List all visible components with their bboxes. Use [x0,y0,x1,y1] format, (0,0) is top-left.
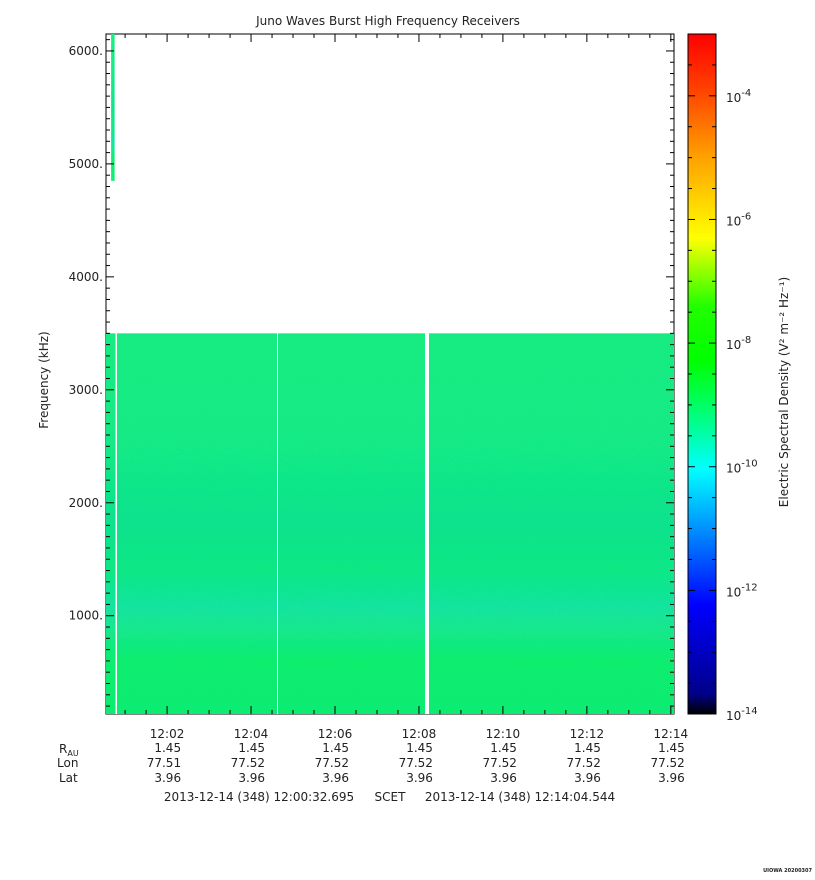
ephemeris-lon-value: 77.52 [650,756,684,770]
ephemeris-r-value: 1.45 [154,741,181,755]
colorbar-tick-label: 10-6 [726,211,751,228]
ephemeris-r-value: 1.45 [238,741,265,755]
time-range-end: 2013-12-14 (348) 12:14:04.544 [425,790,615,804]
y-tick-label: 3000. [69,383,103,397]
ephemeris-lon-value: 77.52 [483,756,517,770]
ephemeris-r-value: 1.45 [322,741,349,755]
colorbar-tick-label: 10-4 [726,88,751,105]
y-axis-label: Frequency (kHz) [37,331,51,428]
y-tick-label: 5000. [69,157,103,171]
colorbar-tick-label: 10-10 [726,459,758,476]
colorbar-tick-label: 10-14 [726,706,758,723]
ephemeris-lat-value: 3.96 [238,771,265,785]
ephemeris-lat-value: 3.96 [658,771,685,785]
ephemeris-r-value: 1.45 [490,741,517,755]
ephemeris-lat-value: 3.96 [574,771,601,785]
x-axis: 12:02 12:04 12:06 12:08 12:10 12:12 12:14 [124,34,689,741]
ephemeris-r-value: 1.45 [406,741,433,755]
ephemeris-lon-value: 77.52 [399,756,433,770]
y-tick-label: 1000. [69,609,103,623]
colorbar [687,33,717,715]
ephemeris-r-value: 1.45 [574,741,601,755]
colorbar-tick-label: 10-12 [726,582,758,599]
ephemeris-lat-value: 3.96 [322,771,349,785]
data-region-0 [106,333,674,714]
y-axis: 1000. 2000. 3000. 4000. 5000. 6000. [69,39,674,707]
ephemeris-lon-value: 77.51 [147,756,181,770]
ephemeris-lat-value: 3.96 [154,771,181,785]
ephemeris-lon-value: 77.52 [567,756,601,770]
y-tick-label: 4000. [69,270,103,284]
chart-title: Juno Waves Burst High Frequency Receiver… [255,14,520,28]
data-gap-2 [425,333,429,714]
x-tick-label: 12:06 [318,727,353,741]
x-tick-label: 12:04 [234,727,269,741]
colorbar-tick-label: 10-8 [726,335,751,352]
y-tick-label: 6000. [69,44,103,58]
colorbar-label: Electric Spectral Density (V² m⁻² Hz⁻¹) [777,277,791,507]
x-tick-label: 12:14 [654,727,689,741]
ephemeris-label-r: RAU [59,742,79,758]
ephemeris-table: RAU Lon Lat 1.4577.513.961.4577.523.961.… [57,741,685,785]
ephemeris-lon-value: 77.52 [231,756,265,770]
ephemeris-r-value: 1.45 [658,741,685,755]
y-tick-label: 2000. [69,496,103,510]
ephemeris-lat-value: 3.96 [406,771,433,785]
data-gap-1 [277,333,278,714]
x-tick-label: 12:02 [150,727,185,741]
ephemeris-label-lon: Lon [57,756,78,770]
data-region-1 [111,34,115,181]
data-gap-0 [115,333,117,714]
time-range-scet: SCET [375,790,407,804]
x-tick-label: 12:10 [486,727,521,741]
time-range-start: 2013-12-14 (348) 12:00:32.695 [164,790,354,804]
watermark: UIOWA 20200307 [763,868,812,874]
ephemeris-lon-value: 77.52 [315,756,349,770]
ephemeris-lat-value: 3.96 [490,771,517,785]
x-tick-label: 12:12 [570,727,605,741]
ephemeris-label-lat: Lat [59,771,78,785]
data-regions [106,34,674,714]
x-tick-label: 12:08 [402,727,437,741]
colorbar-ticks: 10-4 10-6 10-8 10-10 10-12 10-14 [688,33,758,723]
